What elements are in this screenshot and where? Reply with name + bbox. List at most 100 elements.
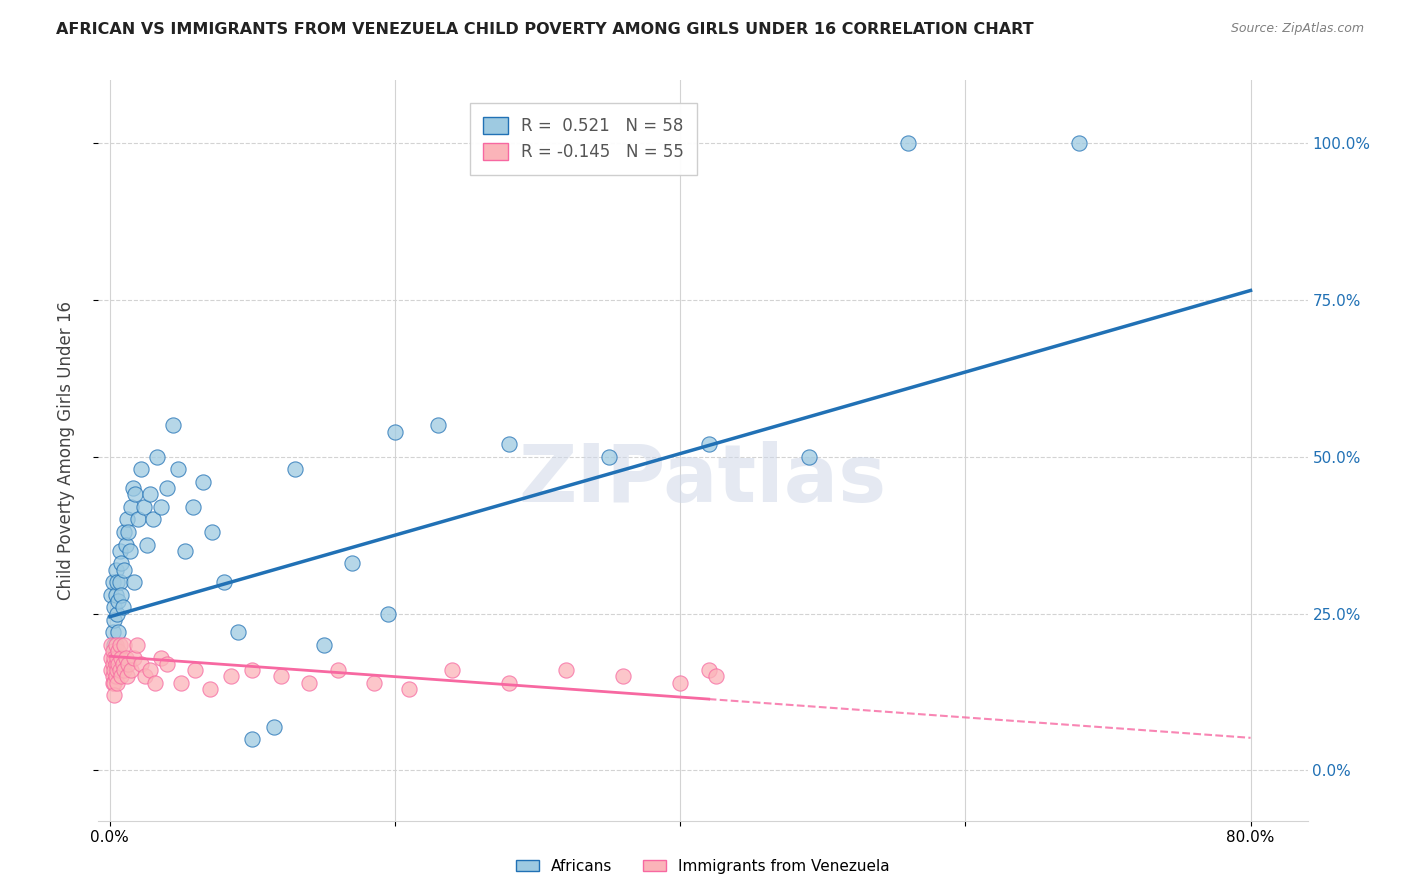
Point [101,669,124,683]
Point [101,625,124,640]
Point [117,657,139,671]
Point [162,418,184,433]
Point [120,663,142,677]
Point [398,681,420,696]
Point [498,675,520,690]
Point [598,450,620,464]
Point [104,657,127,671]
Point [105,675,128,690]
Point [100,588,122,602]
Point [112,524,135,539]
Text: Source: ZipAtlas.com: Source: ZipAtlas.com [1230,22,1364,36]
Point [498,437,520,451]
Point [105,607,128,621]
Point [201,524,224,539]
Point [384,425,406,439]
Point [150,650,173,665]
Point [122,575,145,590]
Point [142,512,165,526]
Point [704,669,727,683]
Point [100,663,122,677]
Point [115,512,138,526]
Point [105,650,128,665]
Point [242,732,264,747]
Point [103,638,125,652]
Point [226,625,249,640]
Point [108,638,131,652]
Point [191,475,214,489]
Point [441,663,464,677]
Point [121,481,143,495]
Point [111,600,134,615]
Point [797,450,820,464]
Point [132,500,155,514]
Point [170,675,193,690]
Point [110,669,132,683]
Point [263,719,285,733]
Point [103,600,125,615]
Point [212,575,235,590]
Y-axis label: Child Poverty Among Girls Under 16: Child Poverty Among Girls Under 16 [56,301,75,600]
Point [120,500,142,514]
Point [103,663,125,677]
Point [112,563,135,577]
Point [101,575,124,590]
Point [101,644,124,658]
Point [146,450,169,464]
Point [242,663,264,677]
Point [100,638,122,652]
Text: AFRICAN VS IMMIGRANTS FROM VENEZUELA CHILD POVERTY AMONG GIRLS UNDER 16 CORRELAT: AFRICAN VS IMMIGRANTS FROM VENEZUELA CHI… [56,22,1033,37]
Point [115,669,138,683]
Legend: Africans, Immigrants from Venezuela: Africans, Immigrants from Venezuela [510,853,896,880]
Point [103,650,125,665]
Point [270,669,292,683]
Point [156,657,179,671]
Point [135,538,157,552]
Point [697,437,720,451]
Point [108,544,131,558]
Point [697,663,720,677]
Point [174,544,197,558]
Point [107,644,129,658]
Point [100,650,122,665]
Point [127,512,149,526]
Point [139,487,162,501]
Point [897,136,920,150]
Point [612,669,634,683]
Point [156,481,179,495]
Point [103,613,125,627]
Point [110,588,132,602]
Point [117,524,139,539]
Point [112,638,135,652]
Point [150,500,173,514]
Point [104,669,127,683]
Point [104,638,127,652]
Point [298,675,321,690]
Point [108,663,131,677]
Point [107,594,129,608]
Point [129,462,152,476]
Point [103,688,125,702]
Point [167,462,190,476]
Point [555,663,578,677]
Point [105,663,128,677]
Point [110,650,132,665]
Point [342,557,364,571]
Point [284,462,307,476]
Point [104,588,127,602]
Point [101,675,124,690]
Point [107,657,129,671]
Point [139,663,162,677]
Point [669,675,692,690]
Point [145,675,167,690]
Point [312,638,335,652]
Point [114,538,136,552]
Point [105,575,128,590]
Point [363,675,385,690]
Legend: R =  0.521   N = 58, R = -0.145   N = 55: R = 0.521 N = 58, R = -0.145 N = 55 [470,103,697,175]
Point [104,563,127,577]
Point [1069,136,1091,150]
Point [134,669,156,683]
Point [108,575,131,590]
Point [118,544,141,558]
